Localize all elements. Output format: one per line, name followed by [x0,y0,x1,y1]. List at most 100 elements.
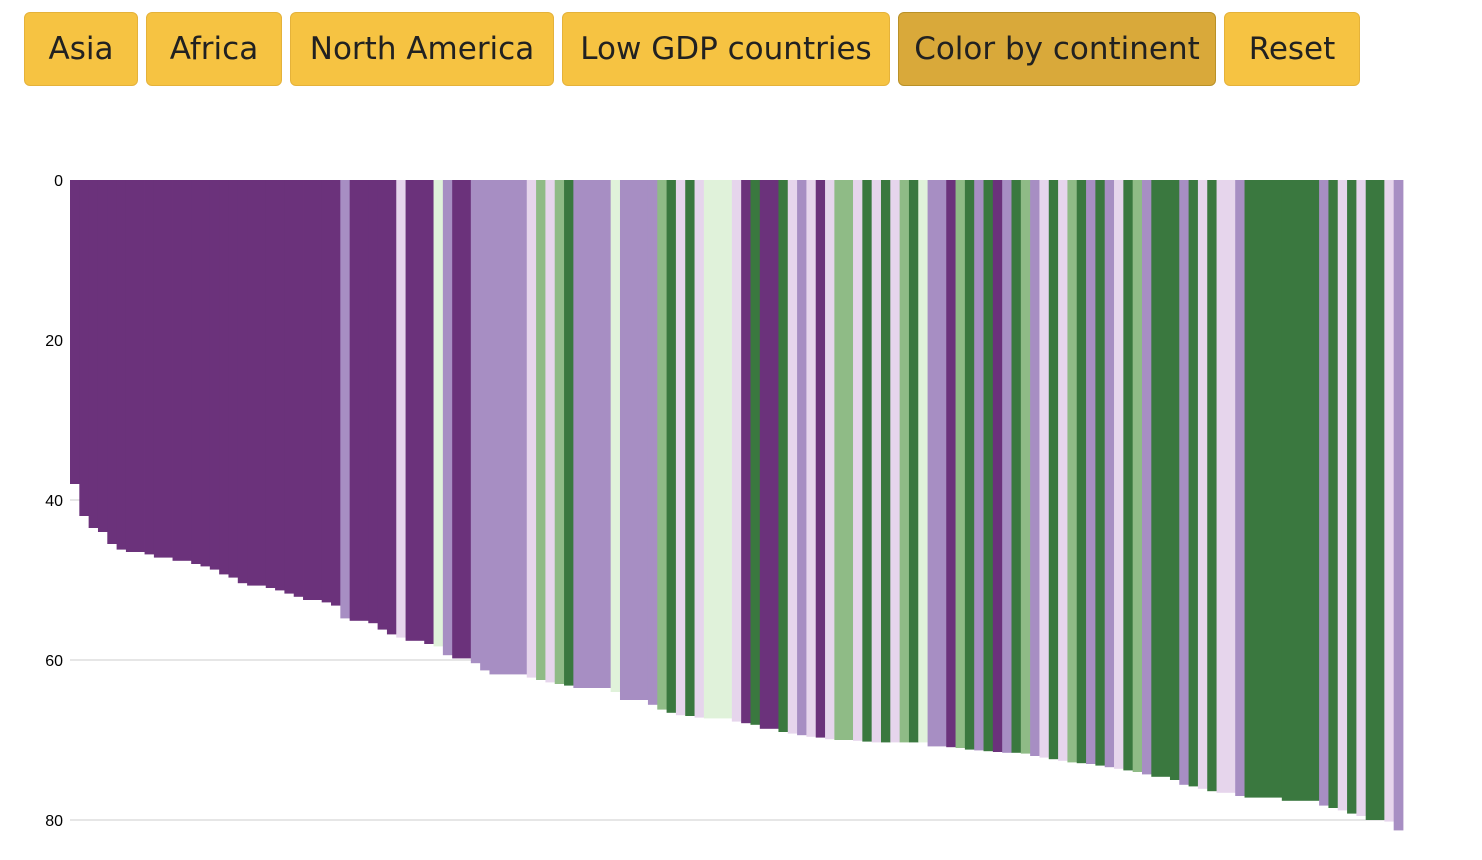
bar[interactable] [955,180,966,748]
bar[interactable] [1067,180,1078,763]
color-by-continent-button[interactable]: Color by continent [898,12,1216,86]
bar[interactable] [1235,180,1245,796]
bar[interactable] [825,180,835,740]
bar[interactable] [871,180,882,743]
bar[interactable] [1384,180,1395,822]
bar[interactable] [480,180,490,671]
bar[interactable] [442,180,453,656]
bar[interactable] [1002,180,1012,753]
low-gdp-countries-button[interactable]: Low GDP countries [562,12,890,86]
bar[interactable] [153,180,173,558]
bar[interactable] [284,180,295,594]
bar[interactable] [1039,180,1050,758]
bar[interactable] [927,180,947,747]
bar[interactable] [349,180,369,621]
bar[interactable] [787,180,798,734]
bar[interactable] [293,180,304,597]
bar[interactable] [564,180,574,686]
bar[interactable] [1123,180,1134,771]
bar[interactable] [470,180,481,664]
bar[interactable] [554,180,565,684]
bar[interactable] [1188,180,1199,787]
bar[interactable] [1244,180,1283,798]
bar[interactable] [536,180,546,680]
bar[interactable] [1086,180,1096,764]
bar[interactable] [116,180,127,550]
bar[interactable] [368,180,379,624]
bar[interactable] [1347,180,1357,814]
bar[interactable] [1141,180,1152,775]
bar[interactable] [908,180,919,743]
bar[interactable] [1216,180,1236,793]
bar[interactable] [405,180,425,641]
bar[interactable] [526,180,537,678]
bar[interactable] [200,180,211,567]
reset-button[interactable]: Reset [1224,12,1360,86]
bar[interactable] [880,180,891,743]
bar[interactable] [1197,180,1208,789]
bar[interactable] [545,180,556,683]
bar[interactable] [1356,180,1367,816]
bar[interactable] [265,180,276,588]
bar[interactable] [610,180,621,692]
bar[interactable] [1095,180,1106,766]
bar[interactable] [741,180,751,724]
bar[interactable] [321,180,332,603]
bar[interactable] [657,180,667,710]
bar[interactable] [1179,180,1189,785]
bar[interactable] [685,180,695,716]
bar[interactable] [1393,180,1404,831]
bar[interactable] [489,180,528,675]
bar[interactable] [1104,180,1115,768]
bar[interactable] [377,180,388,630]
bar[interactable] [899,180,910,743]
bar[interactable] [303,180,323,600]
bar[interactable] [191,180,201,564]
bar[interactable] [964,180,975,750]
bar[interactable] [983,180,994,752]
bar[interactable] [433,180,444,647]
bar[interactable] [797,180,807,736]
bar[interactable] [340,180,351,619]
bar[interactable] [778,180,789,732]
bar[interactable] [1058,180,1068,761]
bar[interactable] [694,180,705,718]
bar[interactable] [890,180,901,743]
bar[interactable] [1011,180,1022,753]
bar[interactable] [1020,180,1031,754]
bar[interactable] [806,180,817,737]
north-america-button[interactable]: North America [290,12,554,86]
bar[interactable] [1030,180,1040,756]
bar[interactable] [862,180,873,742]
bar[interactable] [853,180,863,741]
bar[interactable] [386,180,397,635]
bar[interactable] [573,180,612,688]
bar[interactable] [209,180,220,570]
bar[interactable] [247,180,267,586]
bar[interactable] [703,180,733,719]
bar[interactable] [1169,180,1180,780]
bar[interactable] [992,180,1003,752]
bar[interactable] [731,180,742,722]
bar[interactable] [396,180,406,638]
bar[interactable] [1337,180,1348,811]
bar[interactable] [228,180,239,578]
bar[interactable] [331,180,341,606]
africa-button[interactable]: Africa [146,12,282,86]
bar[interactable] [834,180,854,740]
bar[interactable] [172,180,192,561]
bar[interactable] [1114,180,1124,769]
bar[interactable] [1365,180,1385,820]
bar[interactable] [107,180,118,544]
bar[interactable] [1132,180,1143,772]
bar[interactable] [1328,180,1339,808]
bar[interactable] [666,180,677,713]
bar[interactable] [219,180,229,575]
bar[interactable] [675,180,686,716]
bar[interactable] [619,180,649,700]
bar[interactable] [88,180,99,528]
bar[interactable] [144,180,155,555]
bar[interactable] [1207,180,1217,792]
bar[interactable] [1048,180,1059,760]
bar[interactable] [647,180,658,705]
